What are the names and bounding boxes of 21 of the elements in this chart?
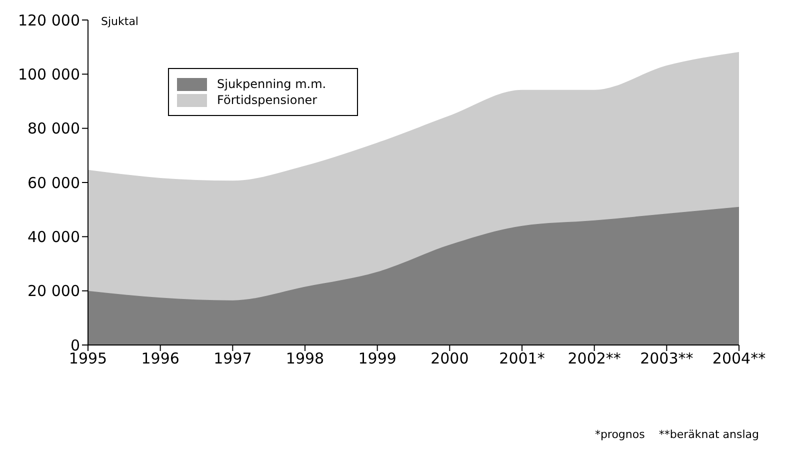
y-tick-label: 120 000 xyxy=(18,11,80,30)
legend-label: Förtidspensioner xyxy=(217,93,318,107)
x-tick-label: 1997 xyxy=(214,350,252,368)
y-tick-label: 40 000 xyxy=(28,228,80,246)
x-tick-label: 1998 xyxy=(286,350,324,368)
x-tick-label: 1999 xyxy=(358,350,396,368)
x-tick-label: 2001* xyxy=(499,350,546,368)
text: **beräknat anslag xyxy=(658,428,759,441)
x-tick-label: 2000 xyxy=(430,350,469,368)
y-tick-label: 80 000 xyxy=(28,120,80,138)
y-tick-label: 20 000 xyxy=(28,282,80,300)
y-axis-title: Sjuktal xyxy=(101,14,138,28)
x-tick-label: 2003** xyxy=(640,350,694,368)
text: *prognos xyxy=(594,428,645,441)
x-tick-label: 1996 xyxy=(141,350,180,368)
x-tick-label: 2004** xyxy=(712,350,766,368)
x-tick-label: 2002** xyxy=(568,350,622,368)
x-tick-label: 1995 xyxy=(68,350,108,368)
y-tick-label: 60 000 xyxy=(28,174,80,192)
y-tick-label: 100 000 xyxy=(18,65,80,84)
legend-label: Sjukpenning m.m. xyxy=(217,77,326,91)
